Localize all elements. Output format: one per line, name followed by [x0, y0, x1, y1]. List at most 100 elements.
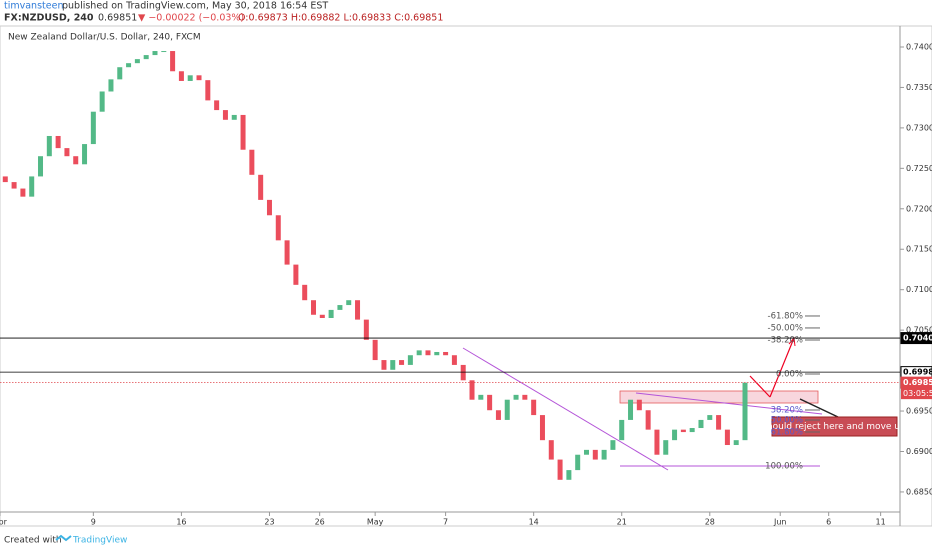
x-tick-label: 26 — [315, 518, 325, 527]
candle — [126, 63, 132, 68]
candle — [619, 419, 625, 441]
fib-label: -38.20% — [768, 336, 803, 346]
candle — [689, 428, 695, 433]
candle — [663, 440, 669, 455]
candle — [108, 79, 114, 92]
candle — [73, 156, 79, 165]
candle — [628, 399, 634, 420]
candle — [117, 67, 123, 80]
candle — [425, 350, 431, 356]
candle — [434, 351, 440, 356]
candle — [522, 394, 528, 400]
candle — [601, 449, 607, 460]
trendline — [462, 347, 669, 471]
candle — [11, 182, 17, 189]
chart-title: New Zealand Dollar/U.S. Dollar, 240, FXC… — [8, 33, 201, 43]
candle — [266, 199, 272, 216]
candle — [293, 264, 299, 285]
candle — [55, 135, 61, 149]
candle — [82, 144, 88, 165]
candle — [346, 300, 352, 306]
zone — [619, 390, 819, 404]
footer-brand: TradingView — [72, 536, 127, 546]
candle — [311, 300, 317, 315]
y-tick-label: 0.74000 — [906, 42, 932, 51]
candle — [205, 80, 211, 101]
candle — [187, 75, 193, 81]
countdown: 03:05:58 — [903, 389, 932, 398]
candle — [240, 114, 246, 150]
fib-label: -50.00% — [768, 323, 803, 333]
candle — [231, 114, 237, 120]
note: should reject here and move up — [762, 422, 906, 432]
drawings: should reject here and move up — [462, 336, 906, 471]
candle — [143, 55, 149, 60]
candle — [504, 399, 510, 420]
candle — [249, 149, 255, 175]
candle — [698, 419, 704, 429]
x-tick-label: 7 — [443, 518, 448, 527]
fib-label: -61.80% — [768, 311, 803, 321]
candle — [742, 382, 748, 441]
candle — [302, 284, 308, 301]
candle — [672, 429, 678, 441]
author: timvansteen — [4, 1, 63, 12]
candle — [284, 240, 290, 265]
candle — [707, 415, 713, 420]
fib-label: 50.00% — [771, 416, 803, 426]
x-tick-label: 16 — [176, 518, 186, 527]
candle — [152, 51, 158, 56]
candle — [451, 355, 457, 365]
candle — [557, 459, 563, 480]
candle — [363, 319, 369, 340]
candle — [319, 314, 325, 319]
x-tick-label: Jun — [773, 518, 787, 527]
arrow — [749, 375, 771, 398]
x-tick-label: 14 — [529, 518, 539, 527]
candle — [583, 449, 589, 455]
candle — [355, 300, 361, 320]
candle — [196, 75, 202, 81]
footer-created: Created with — [4, 536, 62, 546]
candle — [539, 415, 545, 441]
candle — [222, 110, 228, 120]
candle — [645, 410, 651, 430]
candle — [733, 440, 739, 446]
symbol: FX:NZDUSD, 240 — [4, 13, 94, 24]
candle — [548, 440, 554, 460]
candle — [416, 350, 422, 356]
fib-label: 38.20% — [771, 405, 803, 415]
candle — [170, 51, 176, 72]
candle — [460, 364, 466, 381]
arrow — [799, 398, 839, 418]
ohlc: O:0.69873 H:0.69882 L:0.69833 C:0.69851 — [238, 13, 443, 24]
price-label-box — [900, 332, 932, 345]
candle — [575, 454, 581, 471]
arrow — [769, 337, 795, 398]
candle — [680, 429, 686, 433]
last-price: 0.69851 — [98, 13, 137, 24]
candle — [487, 394, 493, 411]
x-tick-label: 28 — [705, 518, 715, 527]
candle — [478, 394, 484, 400]
candle — [275, 215, 281, 241]
candle — [178, 71, 184, 81]
x-tick-label: 9 — [91, 518, 96, 527]
candle — [20, 188, 26, 197]
candle — [258, 174, 264, 200]
x-tick-label: 6 — [826, 518, 831, 527]
change: ▼ −0.00022 (−0.03%) — [138, 13, 244, 24]
candle — [566, 470, 572, 480]
candle — [390, 360, 396, 370]
candle — [99, 91, 105, 112]
